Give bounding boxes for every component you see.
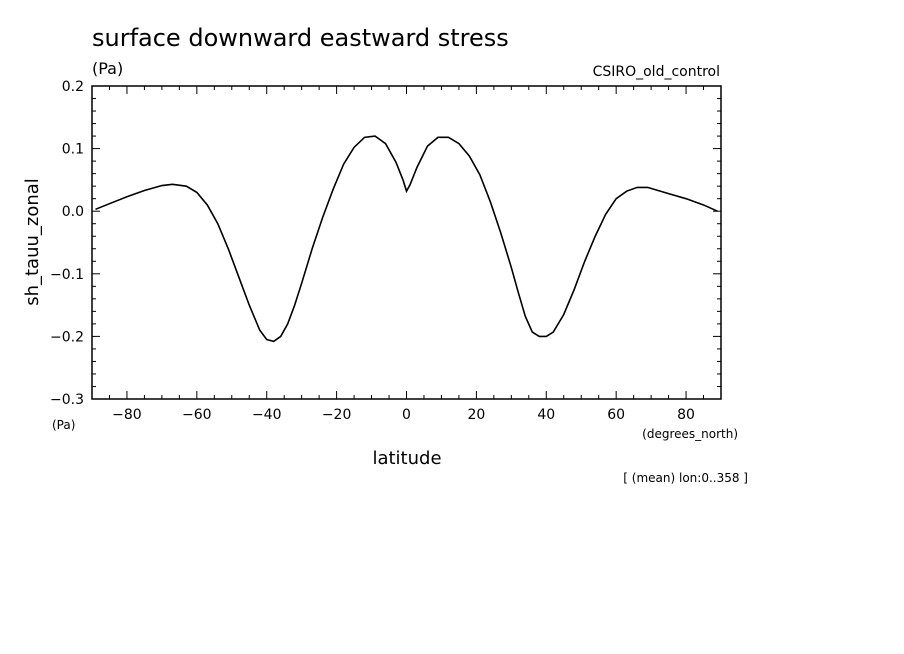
x-tick-label: 60 [607,407,625,423]
x-axis-label: latitude [372,448,441,469]
y-tick-label: −0.2 [50,329,84,345]
y-tick-label: −0.1 [50,267,84,283]
mean-note: [ (mean) lon:0..358 ] [623,471,748,485]
y-axis-label: sh_tauu_zonal [22,178,43,306]
x-tick-label: −20 [322,407,352,423]
y-tick-label: 0.2 [62,79,84,95]
tick-labels: −80 −60 −40 −20 0 20 40 60 80 −0.3 −0.2 −0.1 0.0 0.1 0… [50,79,695,423]
model-label: CSIRO_old_control [593,64,720,80]
y-tick-label: 0.0 [62,204,84,220]
plot-frame [91,85,722,400]
x-tick-label: −60 [182,407,212,423]
x-axis-units: (degrees_north) [642,427,738,441]
axis-ticks [92,86,721,399]
x-tick-label: 20 [467,407,485,423]
y-axis-units: (Pa) [52,418,75,432]
x-tick-label: 80 [677,407,695,423]
x-tick-label: 0 [402,407,411,423]
y-tick-label: 0.1 [62,142,84,158]
x-tick-label: 40 [537,407,555,423]
chart-units: (Pa) [92,59,123,78]
y-tick-label: −0.3 [50,392,84,408]
x-tick-label: −80 [112,407,142,423]
series-line [95,135,718,343]
chart-title: surface downward eastward stress [92,24,509,52]
x-tick-label: −40 [252,407,282,423]
